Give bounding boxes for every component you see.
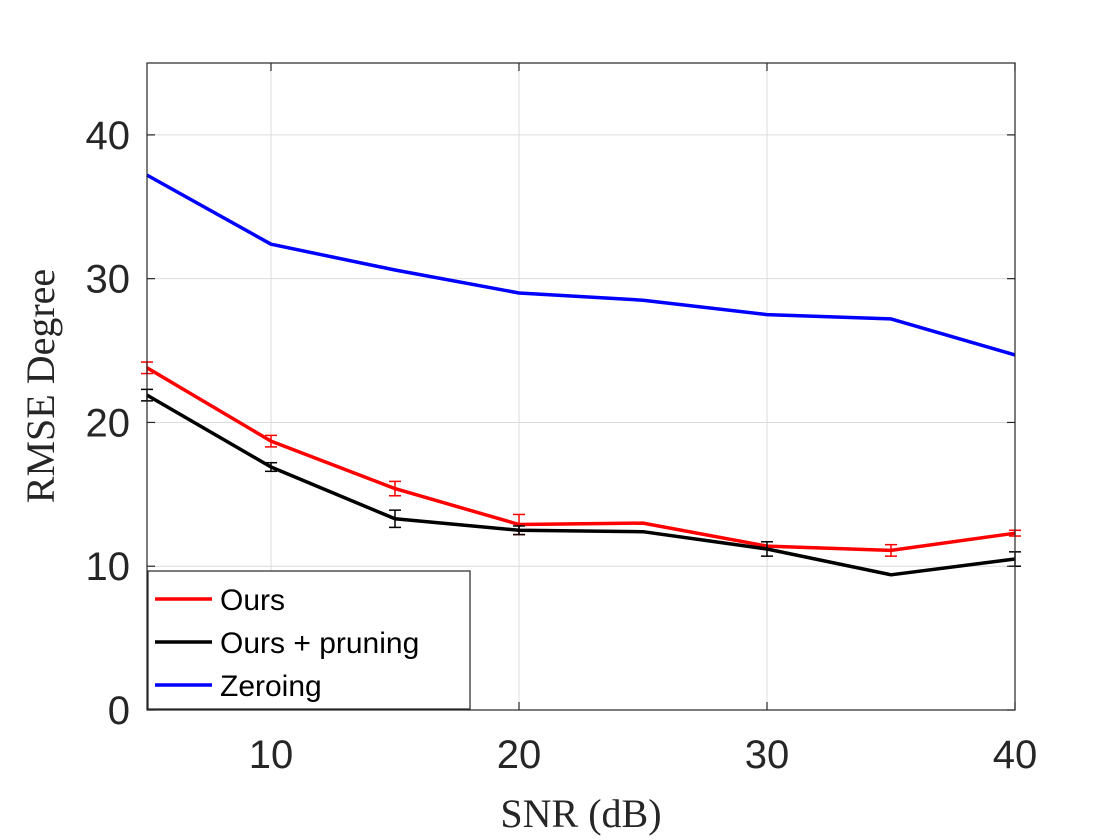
legend-item: Zeroing	[155, 670, 322, 703]
y-tick-label: 0	[108, 689, 130, 733]
legend: Ours Ours + pruning Zeroing	[147, 570, 471, 710]
legend-item: Ours	[155, 584, 285, 617]
x-axis-label: SNR (dB)	[500, 791, 661, 836]
y-tick-label: 30	[86, 258, 131, 302]
legend-item: Ours + pruning	[155, 627, 419, 660]
error-bar	[265, 461, 277, 473]
series-line	[146, 173, 1016, 357]
series-layer	[141, 173, 1021, 577]
legend-label: Zeroing	[220, 670, 322, 703]
ticks: 10 20 30 40 0 10 20 30 40	[86, 63, 1038, 777]
error-bar	[761, 541, 773, 557]
error-bar	[513, 525, 525, 536]
error-bar	[389, 509, 401, 529]
series-2	[146, 173, 1016, 357]
plot-frame	[146, 62, 1016, 711]
error-bar	[265, 434, 277, 448]
x-tick-label: 10	[249, 733, 294, 777]
x-tick-label: 20	[497, 733, 542, 777]
y-tick-label: 20	[86, 401, 131, 445]
series-line	[146, 393, 1016, 577]
error-bar	[885, 543, 897, 557]
y-tick-label: 40	[86, 114, 131, 158]
legend-label: Ours	[220, 584, 285, 617]
x-tick-label: 40	[993, 733, 1038, 777]
y-axis-label: RMSE Degree	[18, 269, 63, 503]
legend-label: Ours + pruning	[220, 627, 419, 660]
error-bar	[389, 480, 401, 497]
series-line	[146, 366, 1016, 553]
y-tick-label: 10	[86, 545, 131, 589]
x-tick-label: 30	[745, 733, 790, 777]
